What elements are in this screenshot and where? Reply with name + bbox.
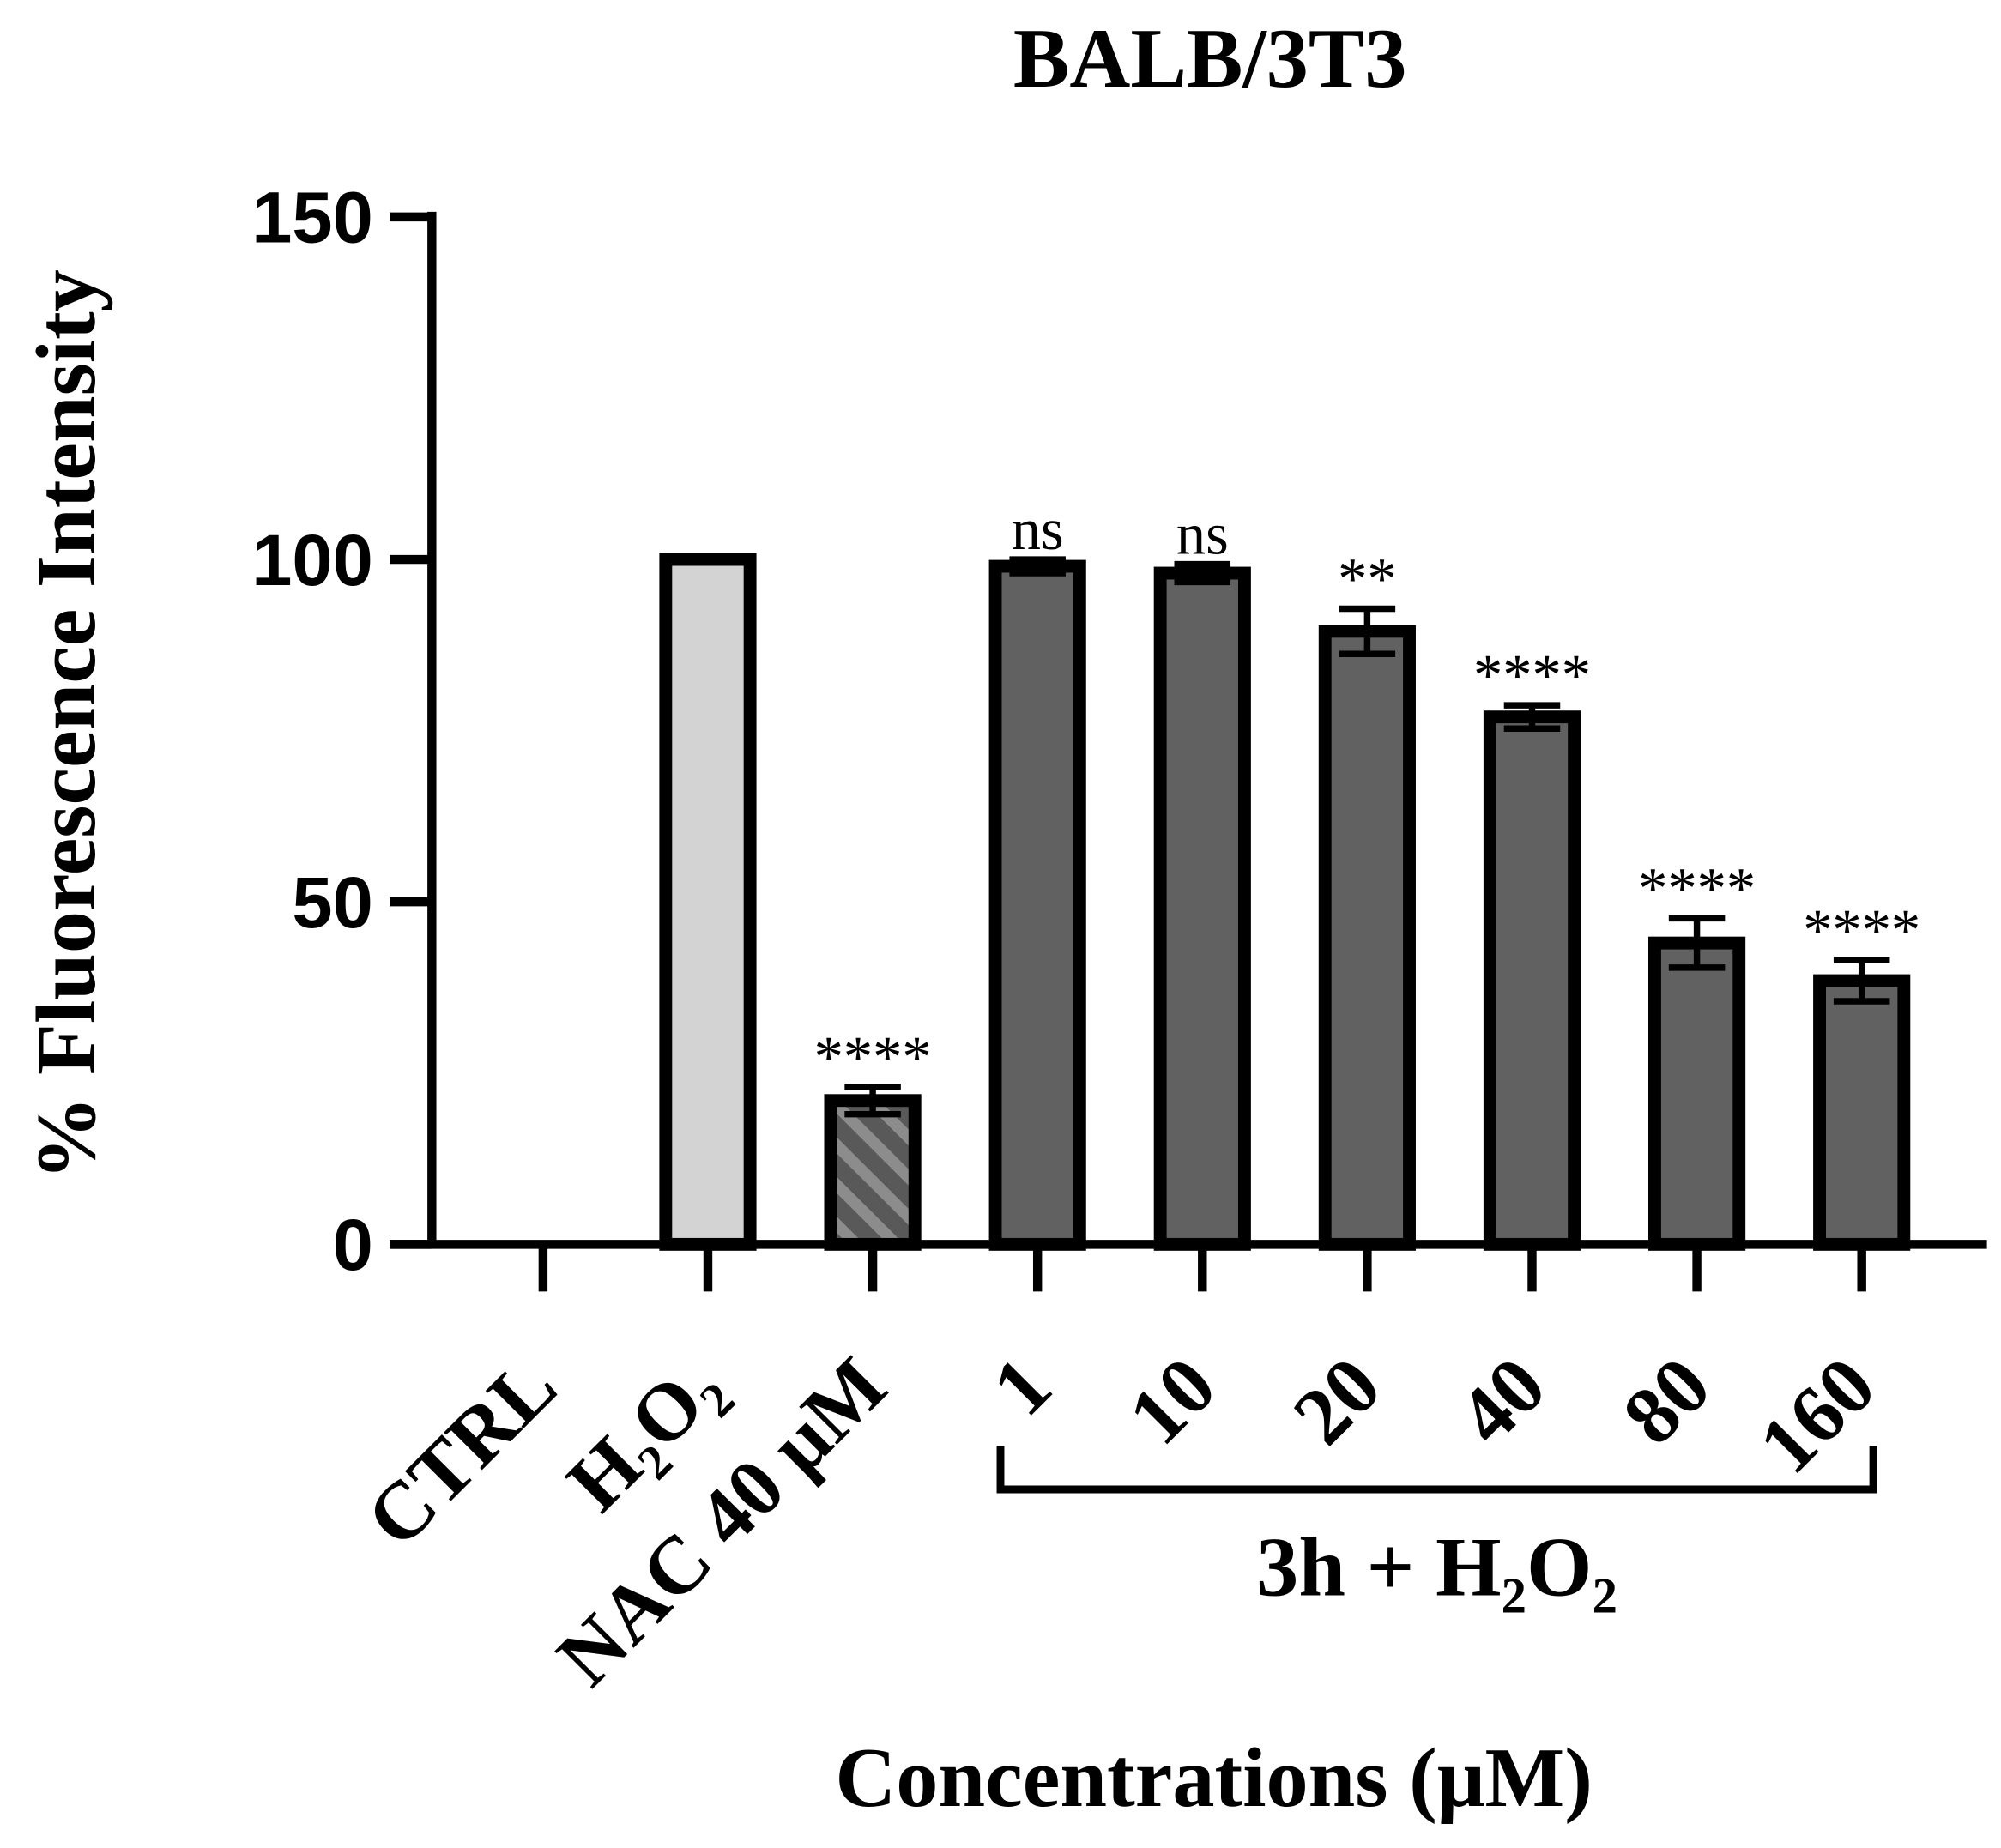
y-axis-title: % Fluorescence Intensity xyxy=(20,269,113,1181)
x-category-label: CTRL xyxy=(348,1339,573,1564)
bar xyxy=(1153,566,1251,1251)
significance-label: **** xyxy=(814,1024,932,1090)
bar xyxy=(1483,710,1581,1251)
significance-label: ns xyxy=(1012,497,1064,562)
y-tick-label: 150 xyxy=(251,177,373,258)
y-tick-label: 0 xyxy=(333,1204,373,1285)
group-bracket xyxy=(996,1446,1877,1494)
significance-label: ** xyxy=(1338,547,1396,612)
plot-area: ****ns ns**************050100150CTRLH₂O₂N… xyxy=(251,177,1987,1703)
y-tick-label: 100 xyxy=(251,519,373,601)
bar xyxy=(988,559,1086,1251)
bar xyxy=(824,1094,922,1251)
bar xyxy=(1813,974,1911,1251)
significance-label: **** xyxy=(1803,897,1920,963)
bar xyxy=(659,553,757,1251)
significance-label: **** xyxy=(1473,643,1591,708)
x-axis-title: Concentrations (μM) xyxy=(835,1731,1593,1825)
x-category-label: 20 xyxy=(1276,1339,1398,1461)
y-tick-label: 50 xyxy=(292,861,372,943)
significance-label: ns xyxy=(1176,502,1229,567)
x-category-label: 80 xyxy=(1605,1339,1727,1461)
significance-label: **** xyxy=(1638,856,1756,921)
chart-title: BALB/3T3 xyxy=(1013,12,1407,106)
x-category-label: 40 xyxy=(1441,1339,1563,1461)
bar xyxy=(1318,625,1416,1251)
bar xyxy=(1647,936,1746,1251)
x-category-label: 10 xyxy=(1111,1339,1233,1461)
group-bracket-label: 3h + H₂O₂ xyxy=(1256,1521,1617,1615)
x-category-label: 1 xyxy=(975,1339,1068,1433)
